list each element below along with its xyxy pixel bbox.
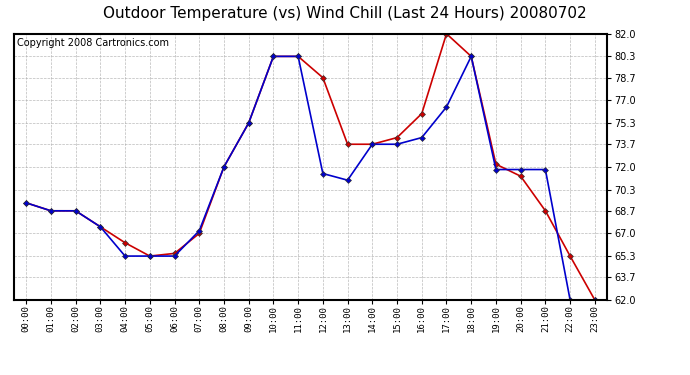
Text: Outdoor Temperature (vs) Wind Chill (Last 24 Hours) 20080702: Outdoor Temperature (vs) Wind Chill (Las… bbox=[104, 6, 586, 21]
Text: Copyright 2008 Cartronics.com: Copyright 2008 Cartronics.com bbox=[17, 38, 169, 48]
